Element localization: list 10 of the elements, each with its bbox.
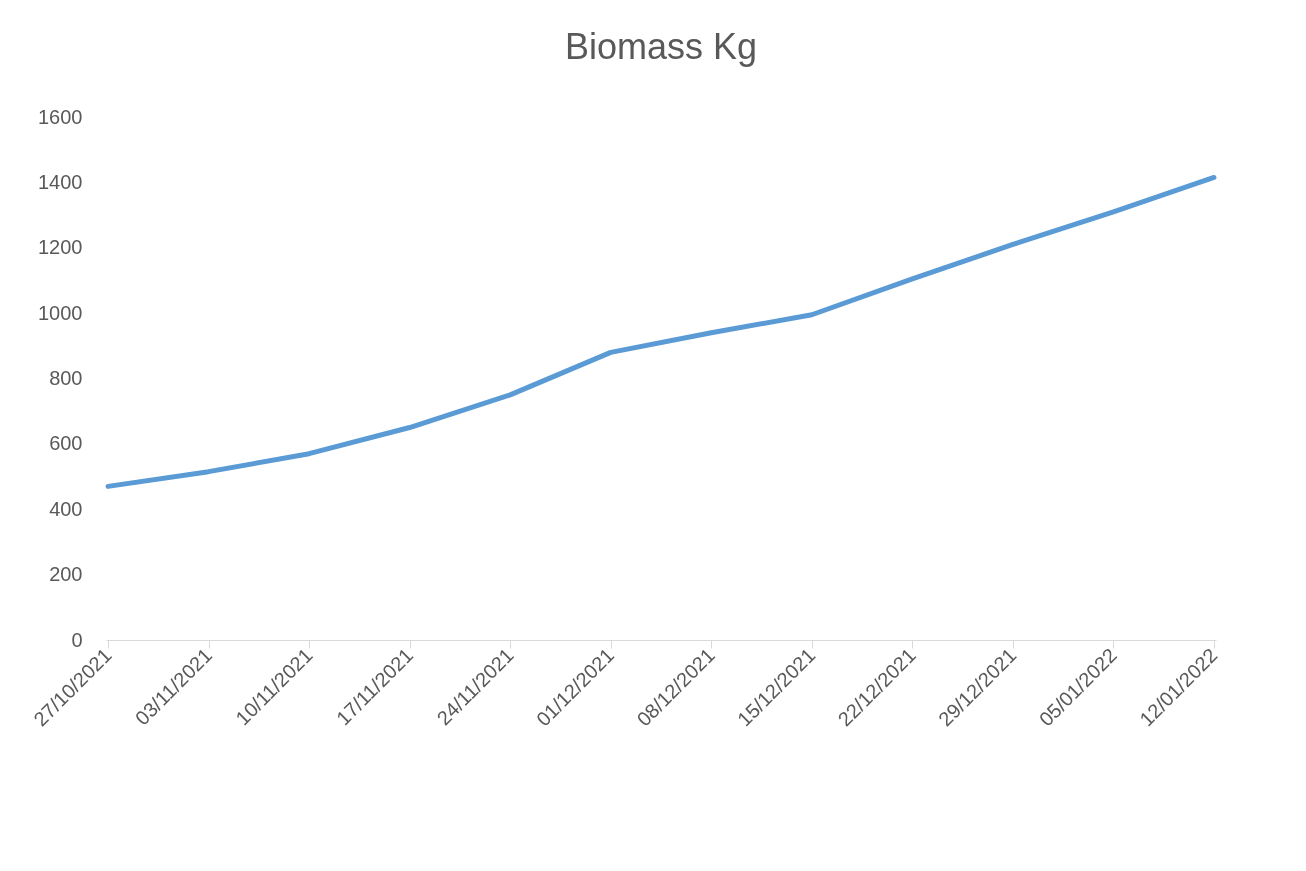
y-tick-label: 400 bbox=[49, 497, 83, 520]
y-tick-label: 600 bbox=[49, 432, 83, 455]
y-tick-label: 1000 bbox=[38, 301, 83, 324]
y-tick-label: 200 bbox=[49, 563, 83, 586]
y-tick-label: 1600 bbox=[38, 105, 83, 128]
chart-title: Biomass Kg bbox=[564, 26, 758, 67]
y-tick-label: 1400 bbox=[38, 170, 83, 193]
y-tick-label: 0 bbox=[71, 628, 83, 651]
y-tick-label: 1200 bbox=[38, 236, 83, 259]
y-tick-label: 800 bbox=[49, 367, 83, 389]
